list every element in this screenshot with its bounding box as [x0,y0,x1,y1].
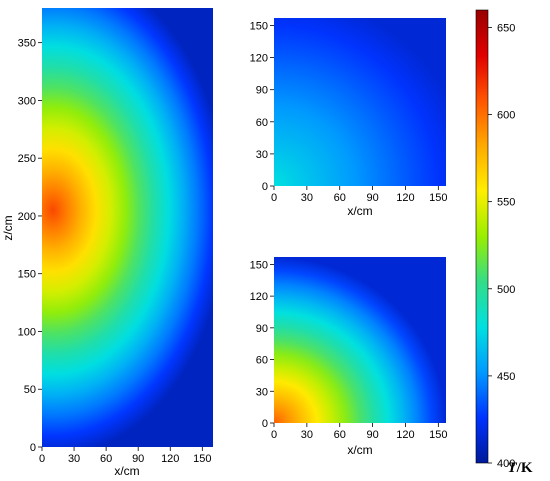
xlabel-left: x/cm [114,464,139,478]
y-tick-label: 100 [18,326,36,338]
y-tick-label: 120 [250,291,268,303]
y-tick-label: 350 [18,38,36,50]
y-tick-label: 30 [256,149,268,161]
heatmap-left [42,8,213,447]
xlabel-top-right: x/cm [347,204,372,218]
x-tick-label: 150 [429,429,447,441]
heatmap-bottom-right [274,257,446,423]
x-tick-label: 90 [366,429,378,441]
x-tick-label: 0 [39,453,45,465]
colorbar-gradient [475,9,489,464]
y-tick-label: 0 [262,418,268,430]
x-tick-label: 0 [271,192,277,204]
y-tick-label: 150 [250,20,268,32]
ticks-top-right: 0 30 60 90 120 150 0 30 60 90 120 150 [250,20,448,204]
y-tick-label: 300 [18,95,36,107]
x-tick-label: 120 [396,429,414,441]
x-tick-label: 30 [301,429,313,441]
colorbar-tick-label: 400 [497,458,515,470]
y-tick-label: 150 [18,269,36,281]
x-tick-label: 60 [100,453,112,465]
colorbar-title-unit: /K [516,460,533,476]
colorbar-title: T/K [507,460,532,476]
y-tick-label: 90 [256,323,268,335]
colorbar-tick-label: 500 [497,284,515,296]
x-tick-label: 90 [132,453,144,465]
y-tick-label: 250 [18,153,36,165]
colorbar-title-symbol: T [507,460,517,476]
y-tick-label: 0 [30,442,36,454]
y-tick-label: 60 [256,117,268,129]
ticks-bottom-right: 0 30 60 90 120 150 0 30 60 90 120 150 [250,259,448,441]
x-tick-label: 30 [68,453,80,465]
x-tick-label: 0 [271,429,277,441]
xlabel-bottom-right: x/cm [347,443,372,457]
colorbar-tick-label: 600 [497,110,515,122]
y-tick-label: 30 [256,386,268,398]
y-tick-label: 200 [18,211,36,223]
x-tick-label: 60 [334,192,346,204]
colorbar-tick-label: 650 [497,22,515,34]
ticks-left: 0 30 60 90 120 150 0 50 100 150 200 250 300 350 [18,38,212,465]
y-tick-label: 50 [24,384,36,396]
colorbar-ticks: 400 450 500 550 600 650 [488,22,515,470]
ylabel-left: z/cm [1,215,15,240]
y-tick-label: 90 [256,85,268,97]
x-tick-label: 150 [193,453,211,465]
colorbar-tick-label: 550 [497,197,515,209]
heatmap-top-right [274,18,446,186]
colorbar: 400 450 500 550 600 650 T/K [475,9,533,476]
y-tick-label: 0 [262,181,268,193]
colorbar-tick-label: 450 [497,371,515,383]
panel-bottom-right: 0 30 60 90 120 150 0 30 60 90 120 150 x/cm [250,257,448,457]
x-tick-label: 60 [334,429,346,441]
y-tick-label: 120 [250,53,268,65]
y-tick-label: 150 [250,259,268,271]
x-tick-label: 150 [429,192,447,204]
y-tick-label: 60 [256,355,268,367]
x-tick-label: 30 [301,192,313,204]
x-tick-label: 90 [366,192,378,204]
panel-top-right: 0 30 60 90 120 150 0 30 60 90 120 150 x/cm [250,18,448,218]
x-tick-label: 120 [161,453,179,465]
x-tick-label: 120 [396,192,414,204]
